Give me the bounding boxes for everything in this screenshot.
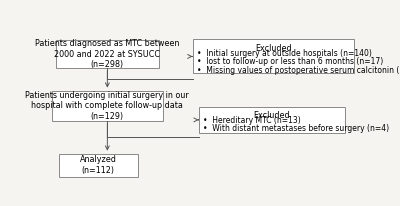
FancyBboxPatch shape [52,91,163,121]
Text: Analyzed
(n=112): Analyzed (n=112) [80,155,116,175]
FancyBboxPatch shape [56,40,158,68]
Text: •  Initial surgery at outside hospitals (n=140): • Initial surgery at outside hospitals (… [197,49,372,58]
Text: •  Missing values of postoperative serum calcitonin (n=12): • Missing values of postoperative serum … [197,66,400,75]
FancyBboxPatch shape [193,39,354,74]
Text: Excluded: Excluded [255,44,292,53]
Text: •  lost to follow-up or less than 6 months (n=17): • lost to follow-up or less than 6 month… [197,57,384,67]
Text: •  With distant metastases before surgery (n=4): • With distant metastases before surgery… [204,124,390,133]
FancyBboxPatch shape [58,154,138,177]
Text: Patients diagnosed as MTC between
2000 and 2022 at SYSUCC
(n=298): Patients diagnosed as MTC between 2000 a… [35,39,180,69]
FancyBboxPatch shape [199,107,344,133]
Text: Patients undergoing initial surgery in our
hospital with complete follow-up data: Patients undergoing initial surgery in o… [26,91,189,121]
Text: Excluded: Excluded [253,111,290,120]
Text: •  Hereditary MTC (n=13): • Hereditary MTC (n=13) [204,116,301,125]
